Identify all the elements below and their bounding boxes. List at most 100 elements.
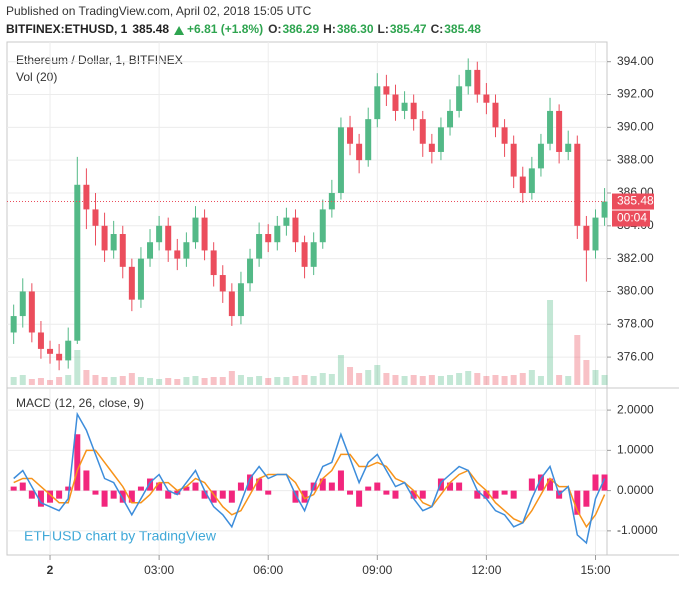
histogram-bar [183, 486, 190, 491]
volume-bar [574, 335, 581, 385]
candle-body [10, 316, 17, 333]
volume-bar [274, 377, 281, 385]
candle-body [247, 258, 254, 284]
volume-bar [456, 373, 463, 385]
volume-bar [392, 375, 399, 385]
price-change: +6.81 (+1.8%) [187, 22, 263, 36]
ohlc-value: 385.48 [444, 22, 481, 36]
histogram-bar [337, 470, 344, 491]
histogram-bar [128, 490, 135, 503]
candle-body [156, 225, 163, 243]
histogram-bar [156, 482, 163, 491]
candle-body [137, 258, 144, 300]
volume-bar [437, 376, 444, 385]
countdown-label: 00:04 [617, 211, 647, 225]
volume-bar [256, 376, 263, 385]
volume-bar [401, 376, 408, 385]
candle-body [147, 242, 154, 259]
x-tick-label: 15:00 [580, 563, 610, 577]
volume-bar [319, 373, 326, 385]
volume-bar [474, 373, 481, 385]
candle-body [483, 94, 490, 103]
histogram-bar [210, 490, 217, 503]
candle-body [92, 209, 99, 226]
candle-body [547, 110, 554, 144]
volume-bar [37, 378, 44, 385]
volume-bar [356, 373, 363, 385]
candle-body [428, 143, 435, 152]
volume-bar [556, 375, 563, 385]
volume-bar [492, 375, 499, 385]
candle-body [19, 291, 26, 317]
volume-bar [283, 377, 290, 385]
candle-body [510, 143, 517, 177]
histogram-bar [301, 490, 308, 503]
histogram-bar [74, 434, 81, 491]
volume-bar [65, 375, 72, 385]
volume-bar [365, 370, 372, 385]
candle-body [47, 348, 54, 354]
candle-body [601, 201, 608, 218]
volume-bar [92, 375, 99, 385]
candle-body [528, 168, 535, 193]
candle-body [474, 69, 481, 95]
histogram-bar [356, 490, 363, 507]
volume-bar [547, 300, 554, 385]
candle-body [101, 225, 108, 251]
watermark: ETHUSD chart by TradingView [24, 528, 217, 544]
volume-bar [10, 377, 17, 385]
last-price: 385.48 [132, 22, 169, 36]
histogram-bar [65, 486, 72, 491]
volume-bar [328, 374, 335, 385]
y-tick-label: 380.00 [617, 284, 654, 298]
volume-bar [237, 375, 244, 385]
histogram-bar [547, 478, 554, 491]
candle-body [183, 242, 190, 259]
volume-bar [601, 375, 608, 385]
countdown-box [612, 210, 650, 227]
candle-body [356, 143, 363, 161]
volume-bar [101, 377, 108, 385]
volume-bar [347, 367, 354, 385]
candle-body [292, 217, 299, 243]
histogram-bar [592, 474, 599, 491]
candle-body [456, 86, 463, 111]
volume-bar [265, 378, 272, 385]
histogram-bar [528, 478, 535, 491]
volume-bar [83, 370, 90, 385]
volume-bar [465, 371, 472, 385]
volume-bar [74, 350, 81, 385]
histogram-bar [574, 490, 581, 515]
histogram-bar [410, 490, 417, 499]
histogram-bar [247, 474, 254, 491]
histogram-bar [492, 490, 499, 499]
candle-body [201, 217, 208, 251]
histogram-bar [37, 490, 44, 507]
candle-body [383, 86, 390, 95]
volume-bar [174, 379, 181, 385]
histogram-bar [110, 490, 117, 499]
candle-body [447, 110, 454, 128]
candle-body [119, 234, 126, 267]
candle-body [565, 143, 572, 152]
candle-body [401, 102, 408, 111]
volume-bar [537, 376, 544, 385]
volume-bar [210, 377, 217, 385]
volume-bar [110, 377, 117, 385]
x-tick-label: 06:00 [253, 563, 283, 577]
histogram-bar [456, 482, 463, 491]
ohlc-value: 386.29 [282, 22, 319, 36]
volume-bar [228, 371, 235, 385]
volume-bar [310, 376, 317, 385]
volume-bar [147, 378, 154, 385]
histogram-bar [583, 490, 590, 507]
candle-body [583, 225, 590, 251]
histogram-bar [537, 474, 544, 491]
candle-body [419, 119, 426, 144]
volume-bar [192, 376, 199, 385]
histogram-bar [201, 490, 208, 499]
candle-body [556, 110, 563, 152]
volume-bar [447, 375, 454, 385]
volume-bar [419, 376, 426, 385]
candle-body [110, 234, 117, 251]
